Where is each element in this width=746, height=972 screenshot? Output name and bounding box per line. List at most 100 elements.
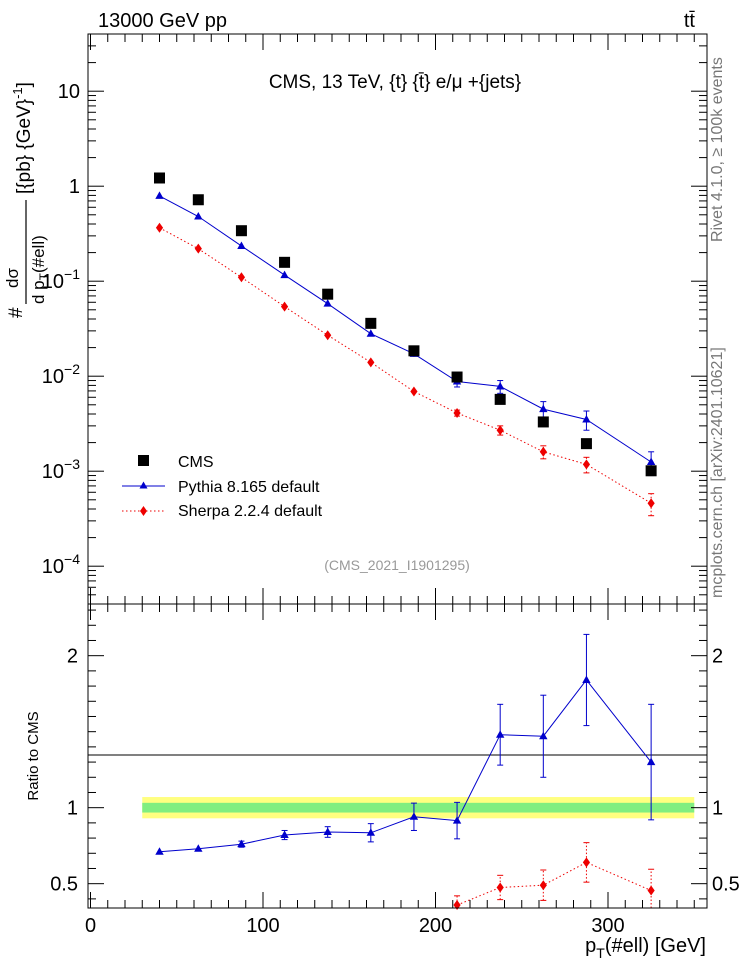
ratio-pythia-point <box>366 828 376 836</box>
main-cms-point <box>235 225 247 237</box>
ylabel-units: [{pb} {GeV} <box>14 99 35 194</box>
ylabel-den-sub: T <box>37 272 51 280</box>
main-y-tick-base: 10 <box>58 81 80 103</box>
ratio-sherpa-point <box>647 885 655 896</box>
watermark: (CMS_2021_I1901295) <box>324 557 470 573</box>
main-cms-point <box>451 371 463 383</box>
ratio-sherpa-point <box>453 899 461 910</box>
legend-sherpa-label: Sherpa 2.2.4 default <box>178 503 323 520</box>
main-y-axis-label: # dσ d pT(#ell) [{pb} {GeV}-1] <box>3 82 51 318</box>
xlabel-sub: T <box>596 945 605 961</box>
main-sherpa-point <box>280 301 289 312</box>
ylabel-units-close: ] <box>14 82 35 87</box>
ylabel-units-text: [{pb} {GeV}-1] <box>10 82 35 194</box>
main-cms-point <box>322 288 334 300</box>
main-series <box>154 172 657 517</box>
main-sherpa-point <box>453 407 461 418</box>
main-pythia-point <box>366 329 376 337</box>
main-cms-point <box>279 256 291 268</box>
main-cms-point <box>494 393 506 405</box>
main-sherpa-point <box>155 222 164 233</box>
x-tick-label: 0 <box>85 915 96 937</box>
ratio-sherpa-line <box>456 861 652 906</box>
ratio-y-tick-label: 2 <box>67 646 78 668</box>
main-y-tick-label: 10 <box>58 81 80 103</box>
ratio-pythia-point <box>452 816 462 824</box>
main-sherpa-point <box>647 498 655 509</box>
ylabel-den-tail: (#ell) <box>29 235 48 273</box>
ratio-pythia-point <box>582 675 591 683</box>
main-pythia-point <box>155 191 164 199</box>
legend-pythia-label: Pythia 8.165 default <box>178 479 320 496</box>
main-pythia-point <box>194 211 203 220</box>
legend-sherpa-marker <box>140 506 147 516</box>
main-cms-point <box>580 438 592 450</box>
ylabel-prefix: # <box>6 307 27 318</box>
ratio-frame <box>87 603 708 909</box>
main-cms-point <box>365 317 377 329</box>
main-y-tick-base: 10 <box>42 461 64 483</box>
x-tick-label: 100 <box>246 915 279 937</box>
main-sherpa-point <box>324 330 332 341</box>
ratio-y-axis-label: Ratio to CMS <box>25 711 42 800</box>
ratio-pythia-point <box>280 830 289 839</box>
legend-cms-label: CMS <box>178 454 214 471</box>
ratio-pythia-point <box>323 827 332 835</box>
main-y-tick-base: 10 <box>42 556 64 578</box>
ratio-sherpa-point <box>539 880 547 891</box>
main-y-tick-label: 10−3 <box>42 456 80 483</box>
chart-title: CMS, 13 TeV, {t} {t̄} e/μ +{jets} <box>269 72 521 93</box>
ratio-pythia-point <box>194 844 203 852</box>
main-sherpa-point <box>367 357 375 368</box>
ratio-panel: 0.5 0.5 1 1 2 2 0 100 200 300 Ratio to CMS pT(#el… <box>25 603 740 961</box>
ratio-pythia-point <box>495 730 505 738</box>
ylabel-den-text: d pT(#ell) <box>29 235 51 304</box>
ratio-ticks <box>88 604 707 908</box>
main-y-tick-exp: −4 <box>64 551 80 567</box>
ylabel-num: dσ <box>3 268 22 288</box>
main-y-tick-label: 10−1 <box>42 266 80 293</box>
legend-pythia-marker <box>139 481 148 489</box>
main-cms-point <box>537 416 549 428</box>
ratio-band <box>142 797 695 819</box>
main-pythia-point <box>582 415 591 423</box>
main-ticks <box>88 33 707 605</box>
ratio-pythia-point <box>646 757 656 766</box>
main-sherpa-point <box>237 272 246 283</box>
main-y-tick-label: 1 <box>69 176 80 198</box>
main-sherpa-point <box>410 386 418 397</box>
main-cms-point <box>154 172 165 184</box>
ratio-y-tick-label: 0.5 <box>50 874 78 896</box>
main-y-tick-base: 10 <box>42 271 64 293</box>
header-right: tt̄ <box>684 10 696 32</box>
ratio-y-tick-label-right: 0.5 <box>712 874 740 896</box>
main-sherpa-point <box>496 425 504 436</box>
ratio-y-tick-label-right: 1 <box>712 798 723 820</box>
xlabel-main: p <box>585 935 596 957</box>
ratio-pythia-point <box>409 812 419 820</box>
main-pythia-point <box>280 270 289 279</box>
main-cms-point <box>645 465 657 477</box>
main-y-tick-exp: −1 <box>64 266 80 282</box>
main-pythia-line <box>159 195 652 463</box>
ratio-y-tick-label: 1 <box>67 798 78 820</box>
main-pythia-point <box>495 381 505 390</box>
ratio-sherpa-point <box>496 882 504 893</box>
ylabel-units-sup: -1 <box>10 87 25 99</box>
main-y-axis-label-text: # <box>6 307 27 318</box>
ratio-pythia-point <box>155 847 164 855</box>
main-y-tick-label: 10−2 <box>42 361 80 388</box>
ratio-tick-labels: 0.5 0.5 1 1 2 2 0 100 200 300 <box>50 646 740 937</box>
ratio-pythia-point <box>237 839 246 848</box>
main-pythia-point <box>323 299 332 307</box>
main-sherpa-point <box>539 446 547 457</box>
main-pythia-point <box>237 241 246 249</box>
main-cms-point <box>408 345 420 357</box>
ratio-y-tick-label-right: 2 <box>712 646 723 668</box>
main-sherpa-point <box>194 243 202 254</box>
header-left: 13000 GeV pp <box>98 10 227 32</box>
x-axis-label: pT(#ell) [GeV] <box>585 935 706 961</box>
